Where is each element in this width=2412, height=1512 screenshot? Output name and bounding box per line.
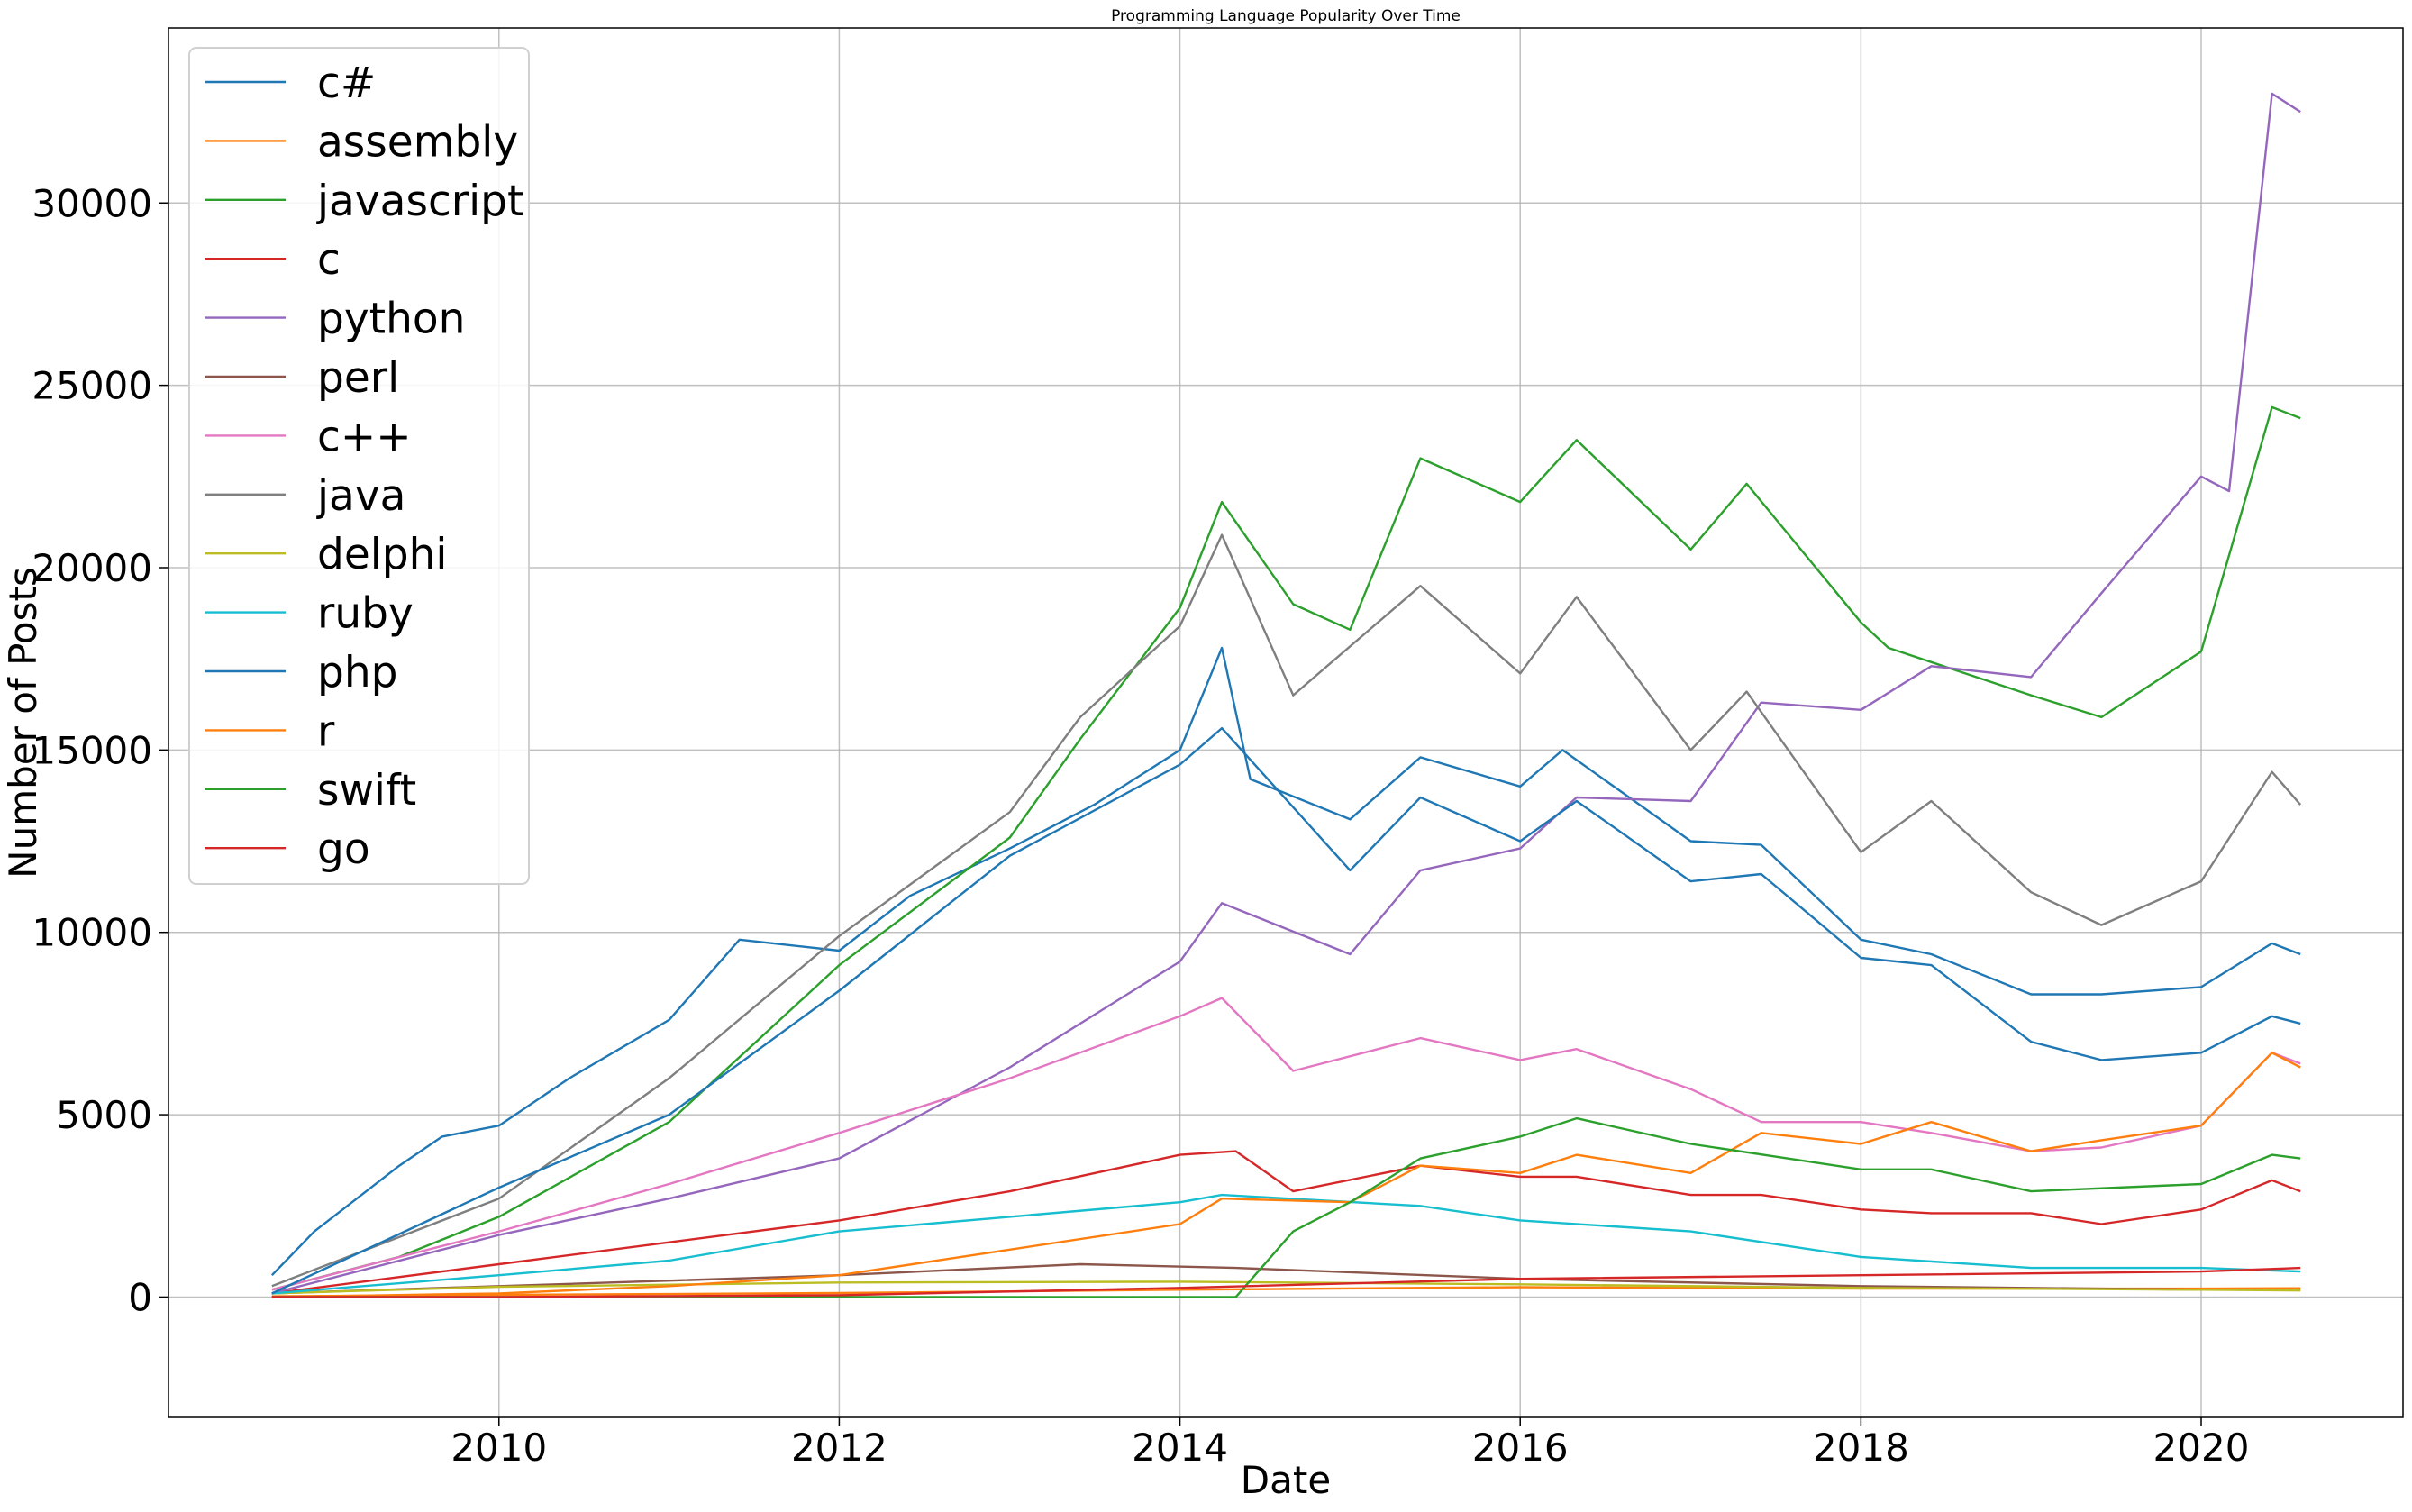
x-tick-label: 2020 — [2153, 1425, 2250, 1470]
legend-box — [188, 47, 530, 885]
series-line-go — [271, 1266, 2301, 1298]
y-tick-label: 30000 — [32, 181, 152, 225]
legend-label-r: r — [317, 706, 335, 756]
series-line-swift — [271, 1116, 2301, 1298]
y-tick-label: 15000 — [32, 728, 152, 772]
legend-label-delphi: delphi — [317, 530, 448, 579]
legend-label-assembly: assembly — [317, 117, 518, 167]
series-line-python — [271, 92, 2301, 1295]
series-line-java — [271, 533, 2302, 1288]
legend-label-java: java — [316, 471, 405, 521]
y-tick-label: 10000 — [32, 911, 152, 955]
legend-label-go: go — [317, 824, 370, 874]
x-tick-label: 2014 — [1132, 1425, 1228, 1470]
grid-lines — [168, 28, 2403, 1417]
series-line-cpp — [271, 997, 2301, 1291]
y-tick-label: 0 — [128, 1275, 152, 1319]
series-line-csharp — [270, 646, 2301, 1277]
series-line-php — [271, 726, 2301, 1295]
series-line-c — [271, 1150, 2301, 1295]
legend-label-swift: swift — [317, 766, 416, 815]
y-tick-label: 5000 — [56, 1093, 152, 1137]
x-axis-ticks: 2010 2012 2014 2016 2018 2020 — [451, 1417, 2249, 1470]
y-axis-ticks: 0 5000 10000 15000 20000 25000 30000 — [32, 181, 168, 1319]
series-line-r — [271, 1052, 2301, 1298]
y-tick-label: 25000 — [32, 364, 152, 408]
legend-items: c# assembly javascript c python perl c++ java de… — [205, 59, 523, 874]
legend-label-javascript: javascript — [316, 177, 523, 226]
series-lines — [270, 92, 2302, 1298]
plot-frame — [168, 27, 2404, 1418]
series-line-javascript — [271, 405, 2301, 1291]
legend-label-php: php — [317, 648, 397, 697]
legend-label-ruby: ruby — [317, 589, 414, 639]
legend-label-csharp: c# — [317, 59, 376, 108]
legend-label-c: c — [317, 235, 341, 285]
legend: c# assembly javascript c python perl c++ java de… — [188, 47, 530, 885]
x-tick-label: 2016 — [1472, 1425, 1569, 1470]
x-axis-label: Date — [1241, 1458, 1331, 1502]
y-tick-label: 20000 — [32, 546, 152, 590]
x-tick-label: 2010 — [451, 1425, 547, 1470]
legend-label-python: python — [317, 295, 465, 344]
legend-label-cpp: c++ — [317, 412, 412, 461]
legend-label-perl: perl — [317, 353, 399, 403]
x-tick-label: 2018 — [1813, 1425, 1909, 1470]
chart-title: Programming Language Popularity Over Tim… — [1111, 7, 1461, 25]
y-axis-label: Number of Posts — [1, 567, 45, 879]
x-tick-label: 2012 — [791, 1425, 887, 1470]
